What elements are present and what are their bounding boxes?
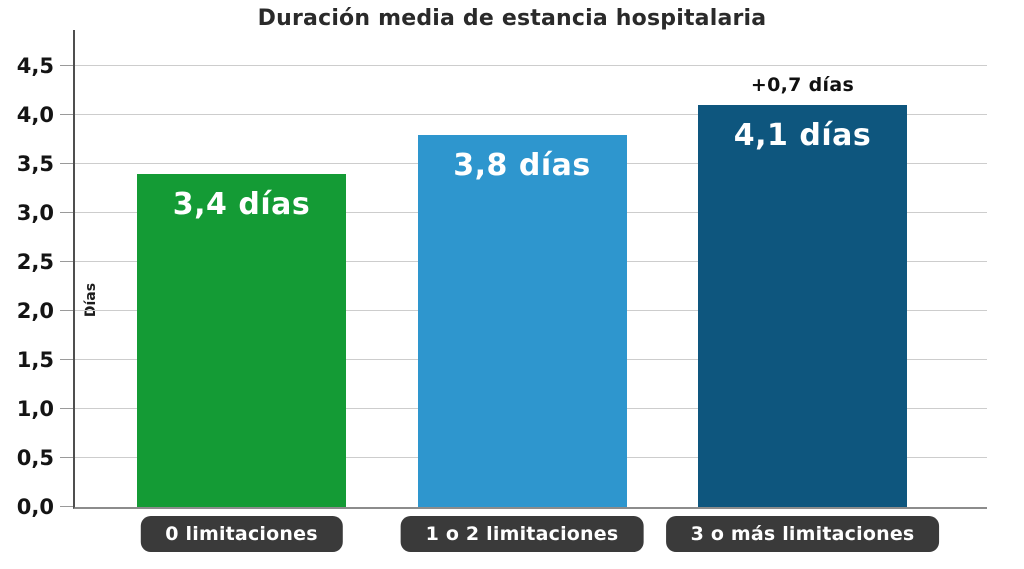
y-axis-tick [60, 506, 73, 507]
y-axis-tick [60, 163, 73, 164]
category-pill: 3 o más limitaciones [665, 516, 940, 552]
y-axis-tick [60, 114, 73, 115]
bar-value-label: 3,8 días [453, 148, 591, 183]
bar-value-label: 4,1 días [733, 118, 872, 153]
y-axis-tick [60, 310, 73, 311]
bar-annotation: +0,7 días [750, 74, 855, 96]
gridline [75, 65, 987, 66]
bar-1: 3,4 días [137, 174, 346, 507]
bar-2: 3,8 días [417, 135, 627, 507]
y-axis-tick-label: 1,5 [16, 348, 54, 372]
y-axis-tick [60, 65, 73, 66]
y-axis-tick-label: 2,5 [16, 250, 54, 274]
y-axis-tick-label: 0,0 [16, 495, 54, 519]
gridline [75, 114, 987, 115]
y-axis-label: Días [83, 282, 99, 318]
bar-value-label: 3,4 días [172, 187, 311, 222]
y-axis-tick [60, 261, 73, 262]
y-axis-tick [60, 359, 73, 360]
y-axis-tick-label: 4,5 [16, 54, 54, 78]
y-axis-tick [60, 408, 73, 409]
category-pill: 0 limitaciones [140, 516, 343, 552]
chart-title: Duración media de estancia hospitalaria [257, 6, 767, 31]
y-axis-tick-label: 2,0 [16, 299, 54, 323]
category-pill: 1 o 2 limitaciones [400, 516, 644, 552]
y-axis-tick [60, 457, 73, 458]
y-axis-tick [60, 212, 73, 213]
bar-3: 4,1 días [698, 105, 907, 507]
y-axis-tick-label: 4,0 [16, 103, 54, 127]
y-axis-tick-label: 0,5 [16, 446, 54, 470]
y-axis-tick-label: 1,0 [16, 397, 54, 421]
y-axis-tick-label: 3,0 [16, 201, 54, 225]
plot-area: Días 0,0 0,5 1,0 1,5 2,0 2,5 3,0 3,5 4,0 4,5 3,4 d… [17, 30, 987, 519]
y-axis-tick-label: 3,5 [16, 152, 54, 176]
